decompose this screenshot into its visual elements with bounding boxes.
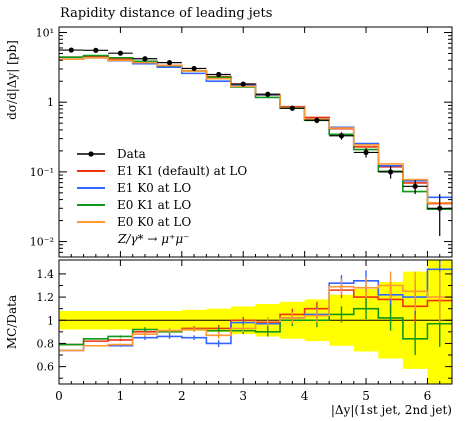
ratio-axis-label: MC/Data bbox=[5, 295, 19, 349]
process-label: Z/γ* → μ⁺μ⁻ bbox=[117, 232, 190, 246]
data-point bbox=[142, 56, 148, 62]
data-point bbox=[387, 169, 394, 175]
data-point bbox=[240, 81, 246, 87]
series-3-histogram bbox=[59, 57, 452, 204]
data-point bbox=[338, 133, 345, 139]
ratio-axes: 0 1 2 3 4 5 6 0.6 0.8 1 1.2 1.4 bbox=[37, 260, 452, 403]
data-point bbox=[93, 47, 99, 53]
x-tick-label: 4 bbox=[301, 389, 309, 403]
y-tick-label: 10¹ bbox=[36, 27, 54, 40]
data-point bbox=[289, 105, 295, 111]
chart-title: Rapidity distance of leading jets bbox=[60, 6, 272, 21]
ratio-y-tick-label: 0.6 bbox=[37, 361, 55, 374]
legend-data-marker bbox=[88, 151, 94, 157]
data-point bbox=[412, 183, 418, 189]
ratio-y-tick-label: 1.2 bbox=[37, 291, 55, 304]
legend-label: Data bbox=[117, 147, 146, 161]
ratio-plot-area bbox=[59, 260, 452, 384]
x-tick-label: 1 bbox=[117, 389, 125, 403]
ratio-y-tick-label: 1 bbox=[47, 314, 54, 327]
data-point bbox=[265, 91, 271, 97]
ratio-y-tick-label: 1.4 bbox=[37, 268, 55, 281]
x-tick-label: 2 bbox=[178, 389, 186, 403]
x-tick-label: 6 bbox=[424, 389, 432, 403]
y-tick-label: 10⁻¹ bbox=[30, 166, 54, 179]
series-2-ratio bbox=[59, 307, 452, 346]
data-point bbox=[68, 47, 74, 53]
ratio-panel: 0 1 2 3 4 5 6 0.6 0.8 1 1.2 1.4 bbox=[37, 259, 453, 403]
legend: Data E1 K1 (default) at LO E1 K0 at LO E0 K… bbox=[77, 147, 247, 229]
legend-label: E1 K1 (default) at LO bbox=[117, 164, 247, 178]
ratio-y-tick-label: 0.8 bbox=[37, 337, 55, 350]
data-point bbox=[437, 205, 443, 211]
data-point bbox=[363, 149, 369, 156]
main-plot-area bbox=[59, 47, 452, 237]
main-axes: 10⁻² 10⁻¹ 1 10¹ bbox=[30, 27, 452, 257]
x-tick-label: 0 bbox=[55, 389, 63, 403]
main-panel: 10⁻² 10⁻¹ 1 10¹ bbox=[30, 26, 453, 258]
ratio-frame bbox=[58, 259, 453, 385]
series-3-ratio bbox=[59, 284, 452, 352]
main-frame bbox=[58, 26, 453, 258]
data-point bbox=[191, 65, 197, 72]
y-tick-label: 10⁻² bbox=[30, 236, 54, 249]
legend-label: E0 K0 at LO bbox=[117, 215, 191, 229]
data-point bbox=[216, 71, 222, 78]
y-tick-label: 1 bbox=[47, 96, 54, 109]
legend-label: E1 K0 at LO bbox=[117, 181, 191, 195]
x-tick-label: 3 bbox=[239, 389, 247, 403]
x-axis-label: |Δy|(1st jet, 2nd jet) bbox=[331, 403, 452, 417]
data-point bbox=[166, 60, 173, 66]
legend-label: E0 K1 at LO bbox=[117, 198, 191, 212]
x-tick-label: 5 bbox=[362, 389, 370, 403]
data-point bbox=[314, 117, 320, 123]
y-axis-label: dσ/d|Δy| [pb] bbox=[5, 40, 19, 120]
data-point bbox=[117, 50, 124, 56]
